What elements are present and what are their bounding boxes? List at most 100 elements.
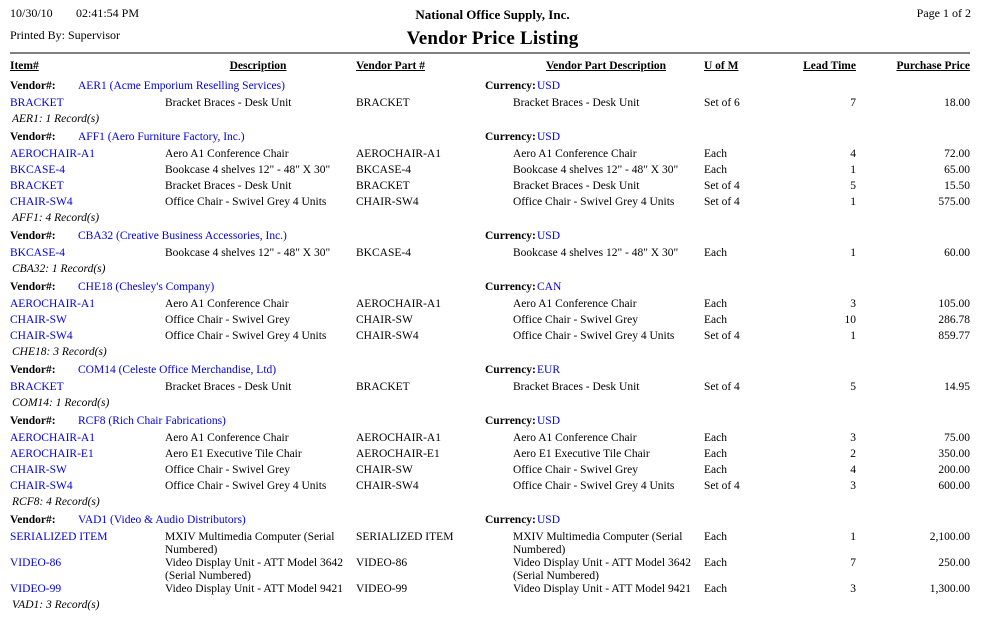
- cell-item[interactable]: AEROCHAIR-E1: [10, 448, 94, 460]
- cell-vendor-part: VIDEO-86: [356, 557, 408, 569]
- table-row: CHAIR-SW4 Office Chair - Swivel Grey 4 Un…: [0, 480, 985, 496]
- cell-vendor-part: AEROCHAIR-E1: [356, 448, 440, 460]
- cell-lead-time: 4: [850, 148, 856, 160]
- vendor-name[interactable]: CHE18 (Chesley's Company): [78, 281, 215, 293]
- cell-item[interactable]: CHAIR-SW: [10, 464, 67, 476]
- cell-item[interactable]: CHAIR-SW4: [10, 480, 73, 492]
- cell-item[interactable]: BRACKET: [10, 180, 64, 192]
- cell-item[interactable]: AEROCHAIR-A1: [10, 432, 95, 444]
- table-row: BRACKET Bracket Braces - Desk Unit BRACKET…: [0, 381, 985, 397]
- cell-purchase-price: 250.00: [938, 557, 970, 569]
- cell-vendor-part-description: Aero E1 Executive Tile Chair: [513, 448, 650, 460]
- vendor-record-count-row: COM14: 1 Record(s): [0, 397, 985, 415]
- currency-label: Currency:: [485, 514, 536, 526]
- vendor-name[interactable]: AER1 (Acme Emporium Reselling Services): [78, 80, 285, 92]
- cell-purchase-price: 859.77: [938, 330, 970, 342]
- currency-code[interactable]: USD: [537, 230, 561, 242]
- cell-vendor-part: CHAIR-SW4: [356, 330, 419, 342]
- currency-label: Currency:: [485, 230, 536, 242]
- cell-vendor-part: AEROCHAIR-A1: [356, 148, 441, 160]
- cell-purchase-price: 286.78: [938, 314, 970, 326]
- cell-description: MXIV Multimedia Computer (Serial Numbere…: [165, 531, 335, 556]
- vendor-record-count-row: AFF1: 4 Record(s): [0, 212, 985, 230]
- cell-lead-time: 3: [850, 298, 856, 310]
- cell-vendor-part-description: Aero A1 Conference Chair: [513, 148, 637, 160]
- currency-code[interactable]: CAN: [537, 281, 562, 293]
- cell-item[interactable]: AEROCHAIR-A1: [10, 298, 95, 310]
- cell-lead-time: 3: [850, 583, 856, 595]
- cell-lead-time: 1: [850, 330, 856, 342]
- cell-vendor-part-description: Office Chair - Swivel Grey 4 Units: [513, 330, 675, 342]
- cell-vendor-part-description: Aero A1 Conference Chair: [513, 432, 637, 444]
- table-row: AEROCHAIR-A1 Aero A1 Conference Chair AERO…: [0, 432, 985, 448]
- vendor-name[interactable]: COM14 (Celeste Office Merchandise, Ltd): [78, 364, 277, 376]
- vendor-group-header: Vendor#: COM14 (Celeste Office Merchandis…: [0, 364, 985, 381]
- cell-item[interactable]: VIDEO-99: [10, 583, 62, 595]
- cell-uom: Each: [704, 148, 727, 160]
- currency-code[interactable]: EUR: [537, 364, 560, 376]
- cell-purchase-price: 600.00: [938, 480, 970, 492]
- cell-vendor-part-description: Bracket Braces - Desk Unit: [513, 381, 640, 393]
- currency-code[interactable]: USD: [537, 80, 561, 92]
- printed-by-label: Printed By: Supervisor: [10, 28, 120, 42]
- cell-description: Bracket Braces - Desk Unit: [165, 97, 292, 109]
- cell-lead-time: 5: [850, 381, 856, 393]
- vendor-name[interactable]: RCF8 (Rich Chair Fabrications): [78, 415, 226, 427]
- table-row: SERIALIZED ITEM MXIV Multimedia Computer …: [0, 531, 985, 557]
- cell-description: Bracket Braces - Desk Unit: [165, 381, 292, 393]
- column-header-item: Item#: [10, 60, 39, 72]
- currency-code[interactable]: USD: [537, 131, 561, 143]
- cell-item[interactable]: BRACKET: [10, 97, 64, 109]
- vendor-name[interactable]: AFF1 (Aero Furniture Factory, Inc.): [78, 131, 245, 143]
- cell-description: Video Display Unit - ATT Model 9421: [165, 583, 343, 595]
- cell-uom: Set of 4: [704, 480, 740, 492]
- cell-lead-time: 5: [850, 180, 856, 192]
- cell-item[interactable]: CHAIR-SW4: [10, 330, 73, 342]
- cell-vendor-part-description: Office Chair - Swivel Grey 4 Units: [513, 480, 675, 492]
- cell-item[interactable]: SERIALIZED ITEM: [10, 531, 108, 543]
- cell-uom: Each: [704, 164, 727, 176]
- currency-label: Currency:: [485, 415, 536, 427]
- cell-vendor-part-description: Video Display Unit - ATT Model 9421: [513, 583, 691, 595]
- cell-description: Aero E1 Executive Tile Chair: [165, 448, 302, 460]
- cell-item[interactable]: BRACKET: [10, 381, 64, 393]
- vendor-name[interactable]: CBA32 (Creative Business Accessories, In…: [78, 230, 287, 242]
- cell-uom: Each: [704, 464, 727, 476]
- cell-vendor-part-description: Bracket Braces - Desk Unit: [513, 97, 640, 109]
- currency-code[interactable]: USD: [537, 415, 561, 427]
- cell-item[interactable]: CHAIR-SW4: [10, 196, 73, 208]
- vendor-record-count: AFF1: 4 Record(s): [12, 212, 100, 224]
- vendor-name[interactable]: VAD1 (Video & Audio Distributors): [78, 514, 246, 526]
- currency-code[interactable]: USD: [537, 514, 561, 526]
- cell-uom: Set of 4: [704, 196, 740, 208]
- cell-purchase-price: 1,300.00: [929, 583, 970, 595]
- cell-uom: Each: [704, 247, 727, 259]
- cell-uom: Set of 4: [704, 330, 740, 342]
- cell-uom: Each: [704, 531, 727, 543]
- table-row: AEROCHAIR-A1 Aero A1 Conference Chair AERO…: [0, 148, 985, 164]
- cell-vendor-part-description: Office Chair - Swivel Grey: [513, 314, 638, 326]
- cell-description: Video Display Unit - ATT Model 3642 (Ser…: [165, 557, 343, 582]
- cell-item[interactable]: AEROCHAIR-A1: [10, 148, 95, 160]
- column-header-uom: U of M: [704, 60, 739, 72]
- page-number: Page 1 of 2: [916, 6, 971, 20]
- cell-vendor-part: CHAIR-SW: [356, 314, 413, 326]
- report-date: 10/30/10: [10, 6, 53, 20]
- table-row: CHAIR-SW Office Chair - Swivel Grey CHAIR-…: [0, 314, 985, 330]
- cell-item[interactable]: BKCASE-4: [10, 247, 65, 259]
- cell-item[interactable]: VIDEO-86: [10, 557, 62, 569]
- cell-item[interactable]: BKCASE-4: [10, 164, 65, 176]
- cell-vendor-part-description: Aero A1 Conference Chair: [513, 298, 637, 310]
- vendor-group-header: Vendor#: CBA32 (Creative Business Accesso…: [0, 230, 985, 247]
- table-row: VIDEO-86 Video Display Unit - ATT Model 3…: [0, 557, 985, 583]
- cell-item[interactable]: CHAIR-SW: [10, 314, 67, 326]
- header-divider: [10, 52, 970, 54]
- cell-vendor-part: AEROCHAIR-A1: [356, 432, 441, 444]
- cell-vendor-part: AEROCHAIR-A1: [356, 298, 441, 310]
- cell-description: Office Chair - Swivel Grey: [165, 314, 290, 326]
- vendor-record-count-row: CBA32: 1 Record(s): [0, 263, 985, 281]
- cell-uom: Each: [704, 557, 727, 569]
- cell-purchase-price: 105.00: [938, 298, 970, 310]
- cell-purchase-price: 60.00: [944, 247, 970, 259]
- page-header: 10/30/10 02:41:54 PM Printed By: Supervi…: [0, 0, 985, 54]
